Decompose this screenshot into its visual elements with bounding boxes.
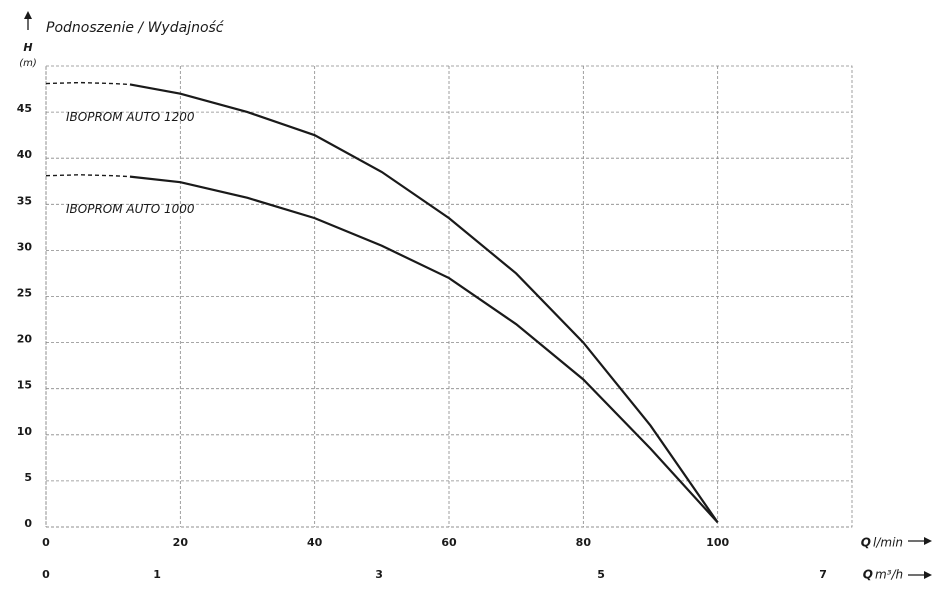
y-tick-label: 35	[17, 194, 32, 207]
x-tick-label: 40	[307, 536, 323, 549]
y-tick-label: 5	[24, 471, 32, 484]
curve-label: IBOPROM AUTO 1000	[66, 202, 195, 216]
y-tick-label: 25	[17, 287, 32, 300]
x-tick-label: 100	[706, 536, 729, 549]
y-tick-label: 20	[17, 333, 33, 346]
x-tick-label: 0	[42, 536, 50, 549]
x2-tick-label: 1	[153, 568, 161, 581]
y-label: H	[23, 41, 32, 54]
y-tick-label: 30	[17, 240, 33, 253]
solid-curve	[129, 83, 719, 524]
chart-title: Podnoszenie / Wydajność	[46, 20, 225, 36]
x2-arrow-head	[924, 571, 932, 579]
x2-tick-label: 3	[375, 568, 383, 581]
y-unit: (m)	[19, 58, 37, 69]
x-tick-label: 20	[173, 536, 189, 549]
y-arrow-head	[24, 11, 32, 19]
dashed-curve	[45, 174, 130, 178]
y-tick-label: 10	[17, 425, 33, 438]
x-tick-label: 60	[441, 536, 457, 549]
y-tick-label: 45	[17, 102, 32, 115]
y-tick-label: 15	[17, 379, 32, 392]
x2-tick-label: 5	[597, 568, 605, 581]
x2-tick-label: 7	[819, 568, 827, 581]
x2-tick-label: 0	[42, 568, 50, 581]
y-tick-label: 0	[24, 517, 32, 530]
y-tick-label: 40	[17, 148, 33, 161]
x-tick-label: 80	[576, 536, 592, 549]
solid-curve	[129, 175, 719, 524]
x-arrow-head	[924, 537, 932, 545]
x2-unit: m³/h	[875, 568, 903, 582]
dashed-curve	[45, 81, 130, 86]
x-unit: l/min	[873, 536, 903, 550]
curve-label: IBOPROM AUTO 1200	[66, 110, 195, 124]
x-label: Q	[861, 536, 871, 550]
x2-label: Q	[863, 568, 873, 582]
